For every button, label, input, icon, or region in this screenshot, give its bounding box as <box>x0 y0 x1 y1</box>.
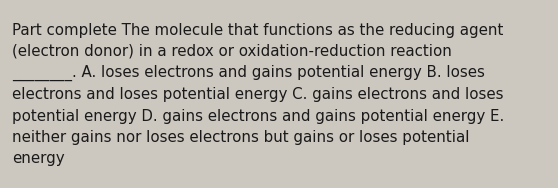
Text: Part complete The molecule that functions as the reducing agent
(electron donor): Part complete The molecule that function… <box>12 23 504 166</box>
